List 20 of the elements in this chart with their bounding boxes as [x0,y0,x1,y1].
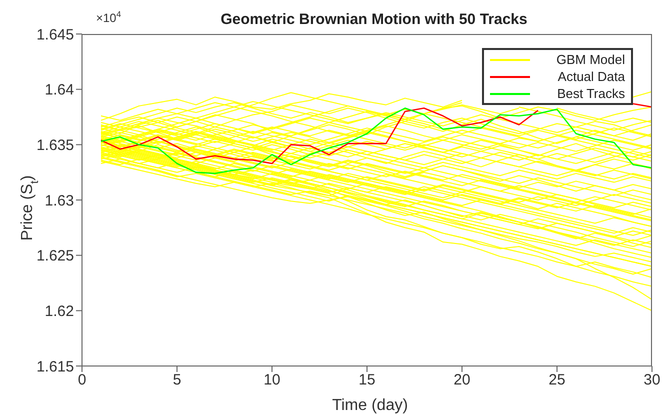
x-tick-label: 0 [78,372,86,389]
x-tick-label: 10 [264,372,280,389]
y-tick-label: 1.625 [36,248,74,265]
legend-label: Best Tracks [557,85,625,102]
y-tick-label: 1.645 [36,26,74,44]
legend-label: GBM Model [556,51,625,68]
legend-label: Actual Data [558,68,625,85]
y-tick-label: 1.64 [44,82,74,99]
x-tick-label: 30 [644,372,660,389]
y-tick-label: 1.615 [36,358,74,376]
y-tick-label: 1.62 [44,302,74,320]
x-tick-label: 5 [172,372,182,389]
chart-title: Geometric Brownian Motion with 50 Tracks [220,11,528,28]
x-axis-title: Time (day) [332,397,408,414]
x-tick-label: 15 [358,372,376,389]
text: ×10$^{4}$ [96,9,122,25]
y-tick-label: 1.635 [36,136,74,154]
x-tick-label: 20 [454,372,470,389]
y-tick-label: 1.63 [44,192,74,210]
x-tick-label: 25 [548,372,566,389]
